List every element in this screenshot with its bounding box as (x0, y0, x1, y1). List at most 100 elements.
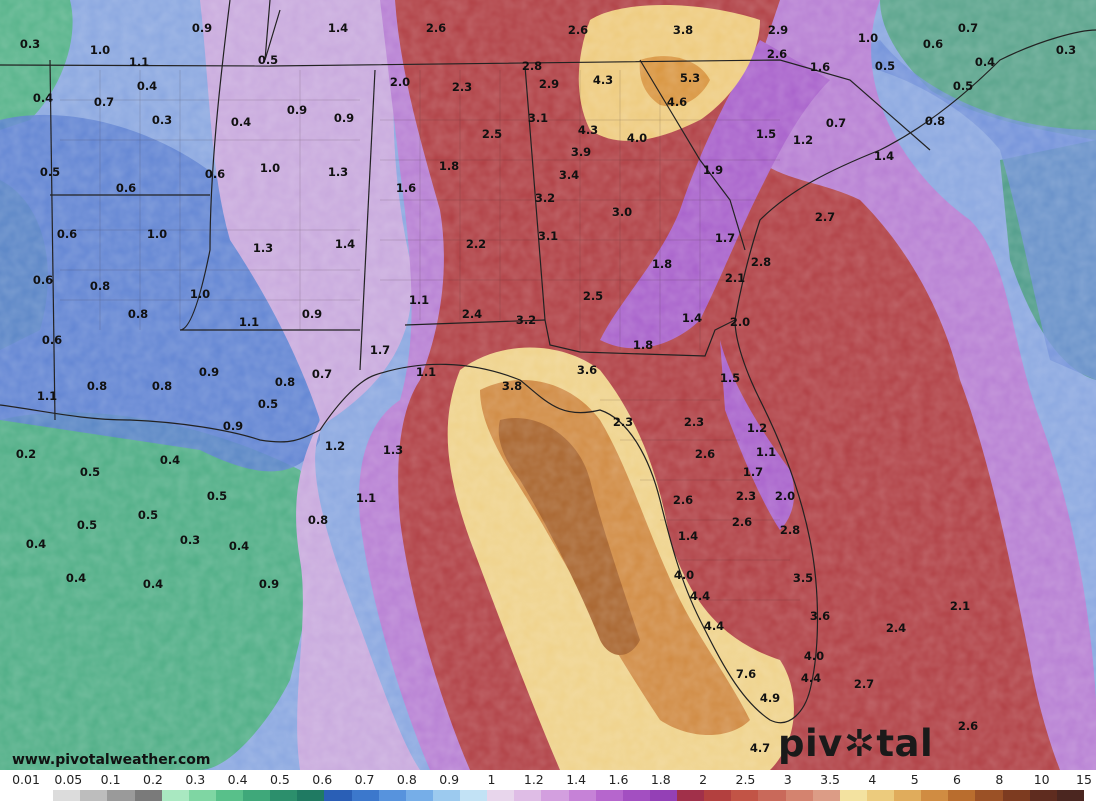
legend-swatch (921, 790, 949, 801)
legend-swatch (351, 790, 380, 801)
value-label: 0.8 (128, 307, 148, 321)
value-label: 3.1 (528, 111, 548, 125)
legend-swatch (188, 790, 217, 801)
value-label: 2.0 (730, 315, 750, 329)
legend-label: 4 (868, 772, 877, 787)
value-label: 1.2 (325, 439, 345, 453)
value-label: 4.6 (667, 95, 687, 109)
value-label: 2.0 (390, 75, 410, 89)
legend-label: 6 (953, 772, 962, 787)
legend-swatch (975, 790, 1004, 801)
color-legend: 0.01 0.05 0.1 0.2 0.3 0.4 0.5 0.6 0.7 0.8 0.9 1 1.2 1… (0, 770, 1096, 802)
value-label: 4.9 (760, 691, 780, 705)
value-label: 1.0 (260, 161, 280, 175)
value-label: 3.2 (535, 191, 555, 205)
value-label: 4.0 (674, 568, 694, 582)
value-label: 4.4 (690, 589, 710, 603)
value-label: 7.6 (736, 667, 756, 681)
value-label: 3.8 (673, 23, 693, 37)
legend-label: 0.8 (396, 772, 417, 787)
website-url: www.pivotalweather.com (12, 752, 211, 768)
value-label: 0.2 (16, 447, 36, 461)
legend-swatch (53, 790, 81, 801)
legend-swatch (1029, 790, 1058, 801)
value-label: 1.3 (383, 443, 403, 457)
value-label: 0.8 (87, 379, 107, 393)
legend-label: 15 (1076, 772, 1092, 787)
county-lines (60, 70, 800, 601)
legend-label: 3.5 (820, 772, 841, 787)
value-label: 0.5 (258, 53, 278, 67)
value-label: 1.8 (652, 257, 672, 271)
value-label: 0.5 (138, 508, 158, 522)
value-label: 0.9 (334, 111, 354, 125)
value-label: 1.1 (416, 365, 436, 379)
legend-swatch (215, 790, 244, 801)
value-label: 2.5 (583, 289, 603, 303)
legend-swatch (894, 790, 922, 801)
value-label: 2.6 (426, 21, 446, 35)
legend-label: 2 (699, 772, 708, 787)
value-label: 0.6 (57, 227, 77, 241)
value-label: 1.2 (747, 421, 767, 435)
legend-swatch (107, 790, 135, 801)
legend-swatch (243, 790, 271, 801)
value-label: 2.3 (613, 415, 633, 429)
legend-label: 1.6 (608, 772, 629, 787)
legend-swatch (405, 790, 434, 801)
legend-label: 1.4 (566, 772, 587, 787)
legend-swatch (839, 790, 868, 801)
legend-label: 0.2 (143, 772, 163, 787)
legend-swatch (649, 790, 678, 801)
value-label: 1.0 (90, 43, 110, 57)
legend-swatch (161, 790, 190, 801)
brand-gear-icon: ✲ (843, 722, 876, 765)
value-label: 2.6 (767, 47, 787, 61)
value-label: 0.8 (925, 114, 945, 128)
value-label: 1.7 (370, 343, 390, 357)
value-label: 4.7 (750, 741, 770, 755)
value-label: 1.7 (743, 465, 763, 479)
value-label: 0.5 (40, 165, 60, 179)
legend-label: 0.5 (269, 772, 290, 787)
value-label: 3.5 (793, 571, 813, 585)
legend-label: 10 (1033, 772, 1050, 787)
value-label: 0.3 (152, 113, 172, 127)
value-label: 3.2 (516, 313, 536, 327)
value-label: 2.4 (886, 621, 906, 635)
legend-swatch (270, 790, 298, 801)
value-label: 0.9 (287, 103, 307, 117)
value-label: 1.8 (439, 159, 459, 173)
legend-swatch (731, 790, 759, 801)
value-label: 1.8 (633, 338, 653, 352)
legend-label: 0.05 (54, 772, 83, 787)
value-label: 2.6 (673, 493, 693, 507)
value-label: 2.8 (751, 255, 771, 269)
value-label: 1.6 (810, 60, 830, 74)
value-label: 2.6 (568, 23, 588, 37)
brand-text-1: piv (778, 722, 843, 765)
value-label: 1.2 (793, 133, 813, 147)
value-label: 0.5 (875, 59, 895, 73)
legend-swatch (595, 790, 624, 801)
value-label: 0.4 (975, 55, 995, 69)
value-label: 0.7 (826, 116, 846, 130)
value-label: 0.7 (958, 21, 978, 35)
value-label: 1.1 (37, 389, 57, 403)
value-label: 0.8 (152, 379, 172, 393)
value-label: 3.6 (810, 609, 830, 623)
value-label: 0.6 (33, 273, 53, 287)
legend-label: 0.6 (312, 772, 333, 787)
value-label: 0.4 (26, 537, 46, 551)
value-label: 1.4 (335, 237, 355, 251)
value-label: 0.9 (302, 307, 322, 321)
value-label: 1.1 (129, 55, 149, 69)
legend-swatch (677, 790, 705, 801)
legend-swatch (866, 790, 895, 801)
value-label: 0.9 (192, 21, 212, 35)
value-label: 2.9 (539, 77, 559, 91)
value-label: 1.4 (874, 149, 894, 163)
state-borders (0, 0, 1096, 724)
legend-label: 1.8 (650, 772, 671, 787)
value-label: 1.9 (703, 163, 723, 177)
